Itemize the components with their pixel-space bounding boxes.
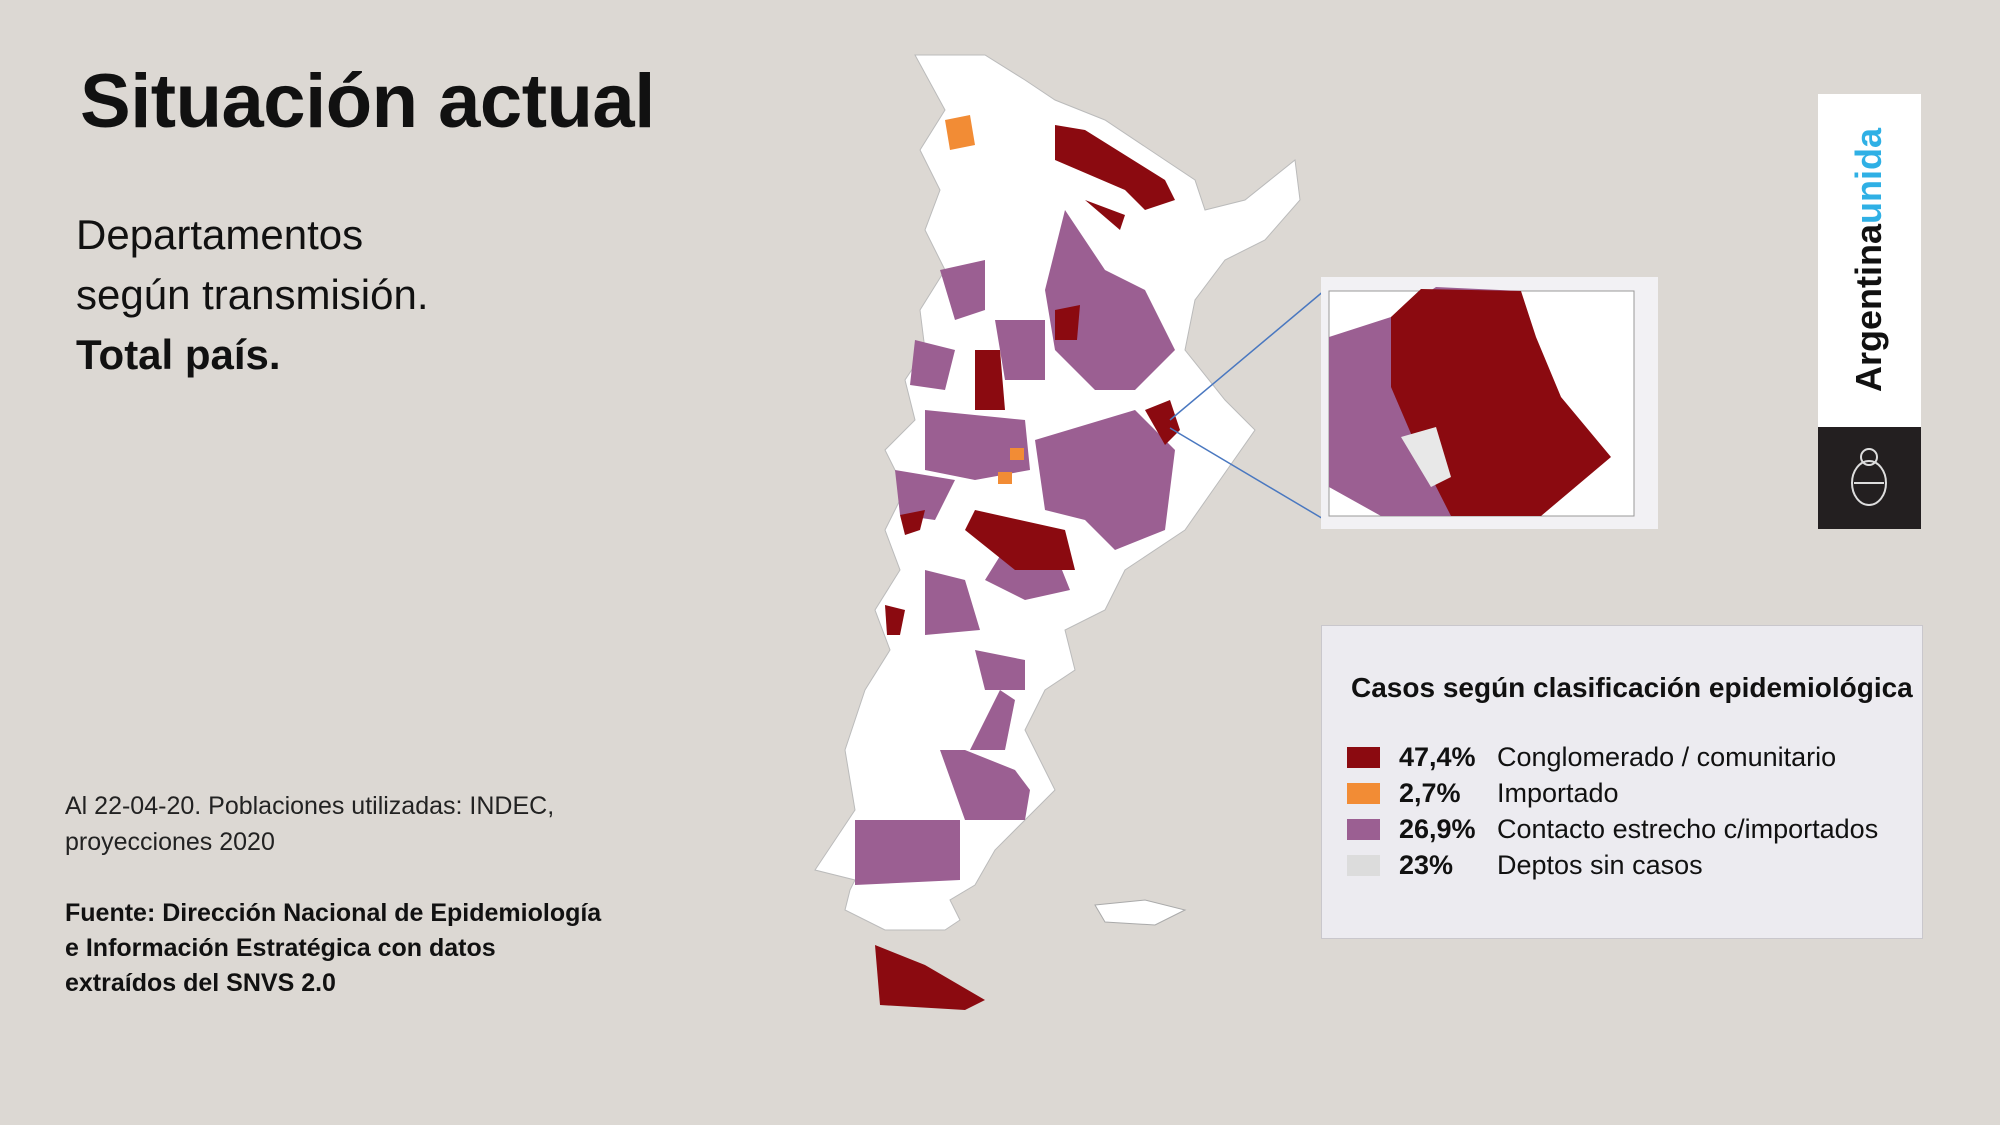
legend-swatch xyxy=(1347,854,1380,876)
source-line: Fuente: Dirección Nacional de Epidemiolo… xyxy=(65,899,602,927)
page-title: Situación actual xyxy=(80,59,655,144)
note-line: proyecciones 2020 xyxy=(65,828,275,856)
legend-pct: 47,4% xyxy=(1399,741,1476,772)
region-community xyxy=(885,125,1180,635)
legend-swatch xyxy=(1347,746,1380,768)
coat-of-arms-icon xyxy=(1851,448,1887,506)
source-line: extraídos del SNVS 2.0 xyxy=(65,969,336,997)
inset-community xyxy=(1391,289,1611,516)
inset-no-cases xyxy=(1401,427,1451,487)
legend-swatch xyxy=(1347,782,1380,804)
note-line: Al 22-04-20. Poblaciones utilizadas: IND… xyxy=(65,792,555,820)
date-note: Al 22-04-20. Poblaciones utilizadas: IND… xyxy=(65,788,554,860)
legend-pct: 2,7% xyxy=(1399,777,1461,808)
legend-label: Conglomerado / comunitario xyxy=(1497,741,1837,772)
subtitle-line: según transmisión. xyxy=(76,271,429,318)
legend-item-imported: 2,7% Importado xyxy=(1347,776,1619,810)
malvinas-islands xyxy=(1094,899,1187,926)
legend-box: Casos según clasificación epidemiológica… xyxy=(1321,625,1923,939)
tierra-del-fuego xyxy=(875,945,985,1010)
legend-pct: 26,9% xyxy=(1399,813,1476,844)
logo-text: Argentinaunida xyxy=(1848,127,1889,393)
argentina-unida-logo: Argentinaunida xyxy=(1818,94,1921,529)
legend-swatch xyxy=(1347,818,1380,840)
legend-label: Contacto estrecho c/importados xyxy=(1497,813,1879,844)
subtitle-line: Departamentos xyxy=(76,211,364,258)
source-note: Fuente: Dirección Nacional de Epidemiolo… xyxy=(65,896,601,1001)
legend-item-no-cases: 23% Deptos sin casos xyxy=(1347,848,1703,882)
subtitle: Departamentos según transmisión. Total p… xyxy=(76,205,429,385)
legend-label: Importado xyxy=(1497,777,1619,808)
region-imported xyxy=(945,115,1024,484)
legend-title: Casos según clasificación epidemiológica xyxy=(1351,672,1913,703)
legend-label: Deptos sin casos xyxy=(1497,849,1703,880)
legend-pct: 23% xyxy=(1399,849,1454,880)
argentina-map xyxy=(814,54,1325,1010)
buenos-aires-inset-map xyxy=(1321,277,1658,529)
subtitle-line-bold: Total país. xyxy=(76,331,281,378)
inset-connector xyxy=(1169,427,1325,521)
inset-connector xyxy=(1169,289,1325,421)
legend-item-contact: 26,9% Contacto estrecho c/importados xyxy=(1347,812,1878,846)
legend-item-community: 47,4% Conglomerado / comunitario xyxy=(1347,740,1836,774)
source-line: e Información Estratégica con datos xyxy=(65,934,496,962)
